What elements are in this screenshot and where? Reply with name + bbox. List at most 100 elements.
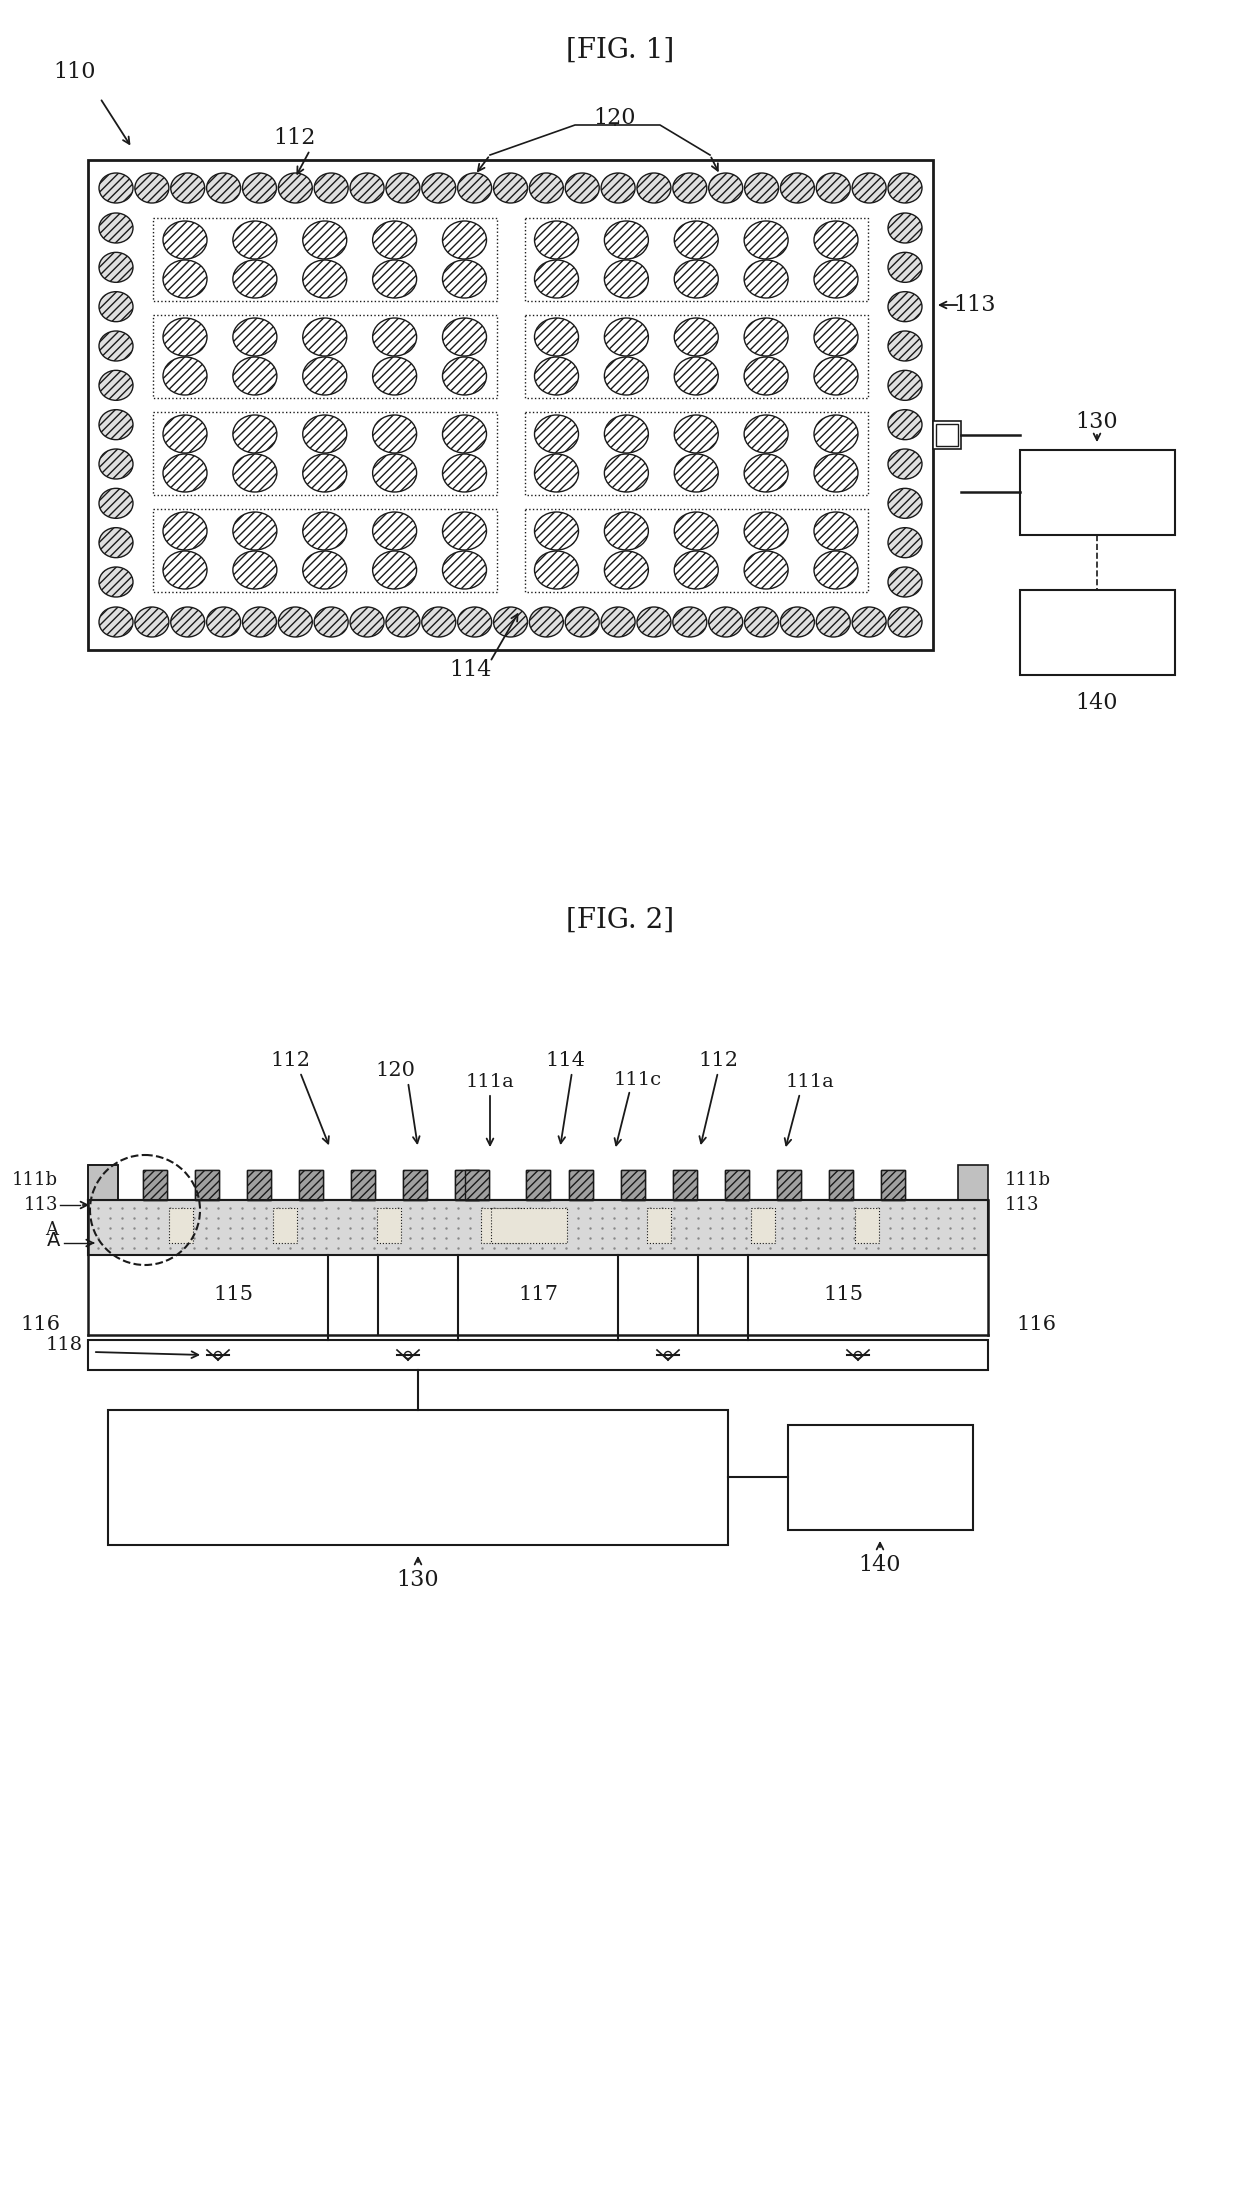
Bar [751,1207,775,1242]
Text: 112: 112 [698,1051,738,1068]
Ellipse shape [278,608,312,637]
Bar [108,1410,728,1544]
Text: 111a: 111a [786,1073,835,1090]
Ellipse shape [99,608,133,637]
Bar [830,1170,853,1201]
Bar [856,1207,879,1242]
Ellipse shape [171,608,205,637]
Ellipse shape [99,489,133,518]
Text: 115: 115 [213,1287,253,1304]
Text: 112: 112 [274,128,316,150]
Bar [403,1170,427,1201]
Ellipse shape [458,608,491,637]
Text: 120: 120 [594,108,636,130]
Bar [525,315,868,399]
Bar [673,1170,697,1201]
Ellipse shape [373,511,417,551]
Ellipse shape [162,551,207,588]
Bar [959,1165,988,1201]
Ellipse shape [604,317,649,357]
Ellipse shape [709,608,743,637]
Ellipse shape [443,357,486,394]
Ellipse shape [494,608,527,637]
Ellipse shape [233,414,277,454]
Bar [143,1170,167,1201]
Ellipse shape [99,330,133,361]
Bar [880,1170,905,1201]
Ellipse shape [534,317,579,357]
Text: 113: 113 [1004,1196,1039,1214]
Bar [455,1170,479,1201]
Ellipse shape [888,566,923,597]
Ellipse shape [529,174,563,203]
Ellipse shape [888,253,923,282]
Ellipse shape [233,220,277,260]
Bar [525,509,868,593]
Bar [673,1170,697,1201]
Ellipse shape [386,174,420,203]
Ellipse shape [604,357,649,394]
Bar [621,1170,645,1201]
Ellipse shape [162,414,207,454]
Ellipse shape [534,414,579,454]
Bar [787,1425,973,1531]
Ellipse shape [780,608,815,637]
Ellipse shape [350,608,384,637]
Ellipse shape [373,317,417,357]
Bar [195,1170,219,1201]
Bar [153,218,496,302]
Ellipse shape [99,370,133,401]
Bar [88,1339,988,1370]
Bar [725,1170,749,1201]
Ellipse shape [888,330,923,361]
Ellipse shape [99,529,133,557]
Bar [273,1207,298,1242]
Text: 116: 116 [20,1315,60,1335]
Bar [351,1170,374,1201]
Ellipse shape [744,317,789,357]
Bar [299,1170,322,1201]
Ellipse shape [673,174,707,203]
Bar [481,1207,525,1242]
Ellipse shape [744,174,779,203]
Ellipse shape [162,511,207,551]
Ellipse shape [303,511,347,551]
Bar [725,1170,749,1201]
Ellipse shape [534,260,579,297]
Ellipse shape [637,608,671,637]
Ellipse shape [888,410,923,441]
Ellipse shape [303,220,347,260]
Ellipse shape [675,260,718,297]
Bar [647,1207,671,1242]
Ellipse shape [135,174,169,203]
Ellipse shape [744,511,789,551]
Ellipse shape [422,608,456,637]
Ellipse shape [604,220,649,260]
Ellipse shape [99,253,133,282]
Bar [777,1170,801,1201]
Ellipse shape [813,414,858,454]
Ellipse shape [135,608,169,637]
Bar [491,1207,567,1242]
Ellipse shape [162,317,207,357]
Ellipse shape [813,511,858,551]
Ellipse shape [233,511,277,551]
Ellipse shape [813,220,858,260]
Bar [247,1170,272,1201]
Ellipse shape [888,449,923,478]
Ellipse shape [813,551,858,588]
Bar [88,161,932,650]
Ellipse shape [529,608,563,637]
Bar [153,509,496,593]
Ellipse shape [443,414,486,454]
Ellipse shape [888,489,923,518]
Ellipse shape [373,414,417,454]
Bar [777,1170,801,1201]
Ellipse shape [744,551,789,588]
Text: 113: 113 [954,293,996,315]
Ellipse shape [162,220,207,260]
Text: 115: 115 [823,1287,863,1304]
Ellipse shape [675,511,718,551]
Ellipse shape [675,220,718,260]
Ellipse shape [373,260,417,297]
